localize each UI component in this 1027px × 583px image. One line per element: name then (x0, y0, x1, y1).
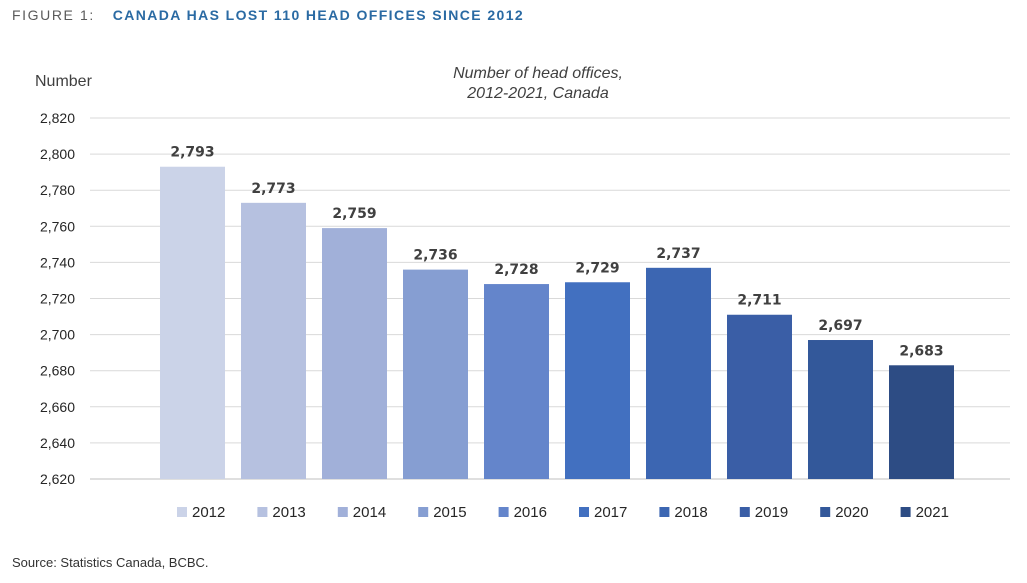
source-note: Source: Statistics Canada, BCBC. (12, 555, 209, 570)
legend-label: 2015 (433, 504, 466, 521)
legend-swatch (820, 507, 831, 517)
data-label: 2,773 (251, 181, 295, 197)
y-tick-label: 2,680 (40, 363, 75, 379)
data-labels: 2,793 2,773 2,759 2,736 2,728 2,729 2,737 2,711… (170, 145, 943, 360)
legend-label: 2021 (916, 504, 949, 521)
legend-label: 2013 (272, 504, 305, 521)
bar-2020 (808, 340, 873, 479)
legend-swatch (337, 507, 348, 517)
legend-swatch (418, 507, 429, 517)
y-tick-label: 2,760 (40, 218, 75, 234)
bar-2021 (889, 365, 954, 479)
legend-label: 2018 (674, 504, 707, 521)
bars (160, 166, 954, 480)
legend: 2012 2013 2014 2015 2016 2017 2018 2019 2020 2021 (177, 504, 949, 521)
legend-label: 2017 (594, 504, 627, 521)
data-label: 2,683 (899, 343, 943, 359)
figure-label: FIGURE 1: (12, 7, 95, 23)
y-tick-label: 2,700 (40, 327, 75, 343)
y-tick-label: 2,660 (40, 399, 75, 415)
legend-swatch (900, 507, 911, 517)
legend-swatch (659, 507, 670, 517)
data-label: 2,728 (494, 262, 538, 278)
legend-swatch (739, 507, 750, 517)
legend-swatch (257, 507, 268, 517)
legend-label: 2016 (514, 504, 547, 521)
data-label: 2,736 (413, 248, 457, 264)
legend-swatch (177, 507, 187, 517)
chart-subtitle: 2012-2021, Canada (466, 85, 609, 102)
data-label: 2,737 (656, 246, 700, 262)
y-tick-label: 2,780 (40, 182, 75, 198)
y-tick-label: 2,640 (40, 435, 75, 451)
bar-2012 (160, 166, 225, 480)
data-label: 2,711 (737, 293, 781, 309)
y-tick-label: 2,820 (40, 110, 75, 126)
bar-2015 (403, 269, 468, 479)
y-axis-ticks: 2,620 2,640 2,660 2,680 2,700 2,720 2,740 2,760… (40, 110, 75, 487)
data-label: 2,793 (170, 145, 214, 161)
y-tick-label: 2,800 (40, 146, 75, 162)
bar-2018 (646, 267, 711, 479)
figure-title: CANADA HAS LOST 110 HEAD OFFICES SINCE 2… (112, 7, 525, 23)
legend-label: 2014 (353, 504, 386, 521)
legend-swatch (579, 507, 589, 517)
bar-2016 (484, 284, 549, 479)
y-axis-label: Number (35, 73, 93, 90)
bar-2017 (565, 282, 630, 479)
bar-2013 (241, 202, 306, 479)
y-tick-label: 2,620 (40, 471, 75, 487)
legend-label: 2019 (755, 504, 788, 521)
legend-label: 2012 (192, 504, 225, 521)
figure-header: FIGURE 1: CANADA HAS LOST 110 HEAD OFFIC… (12, 7, 524, 23)
chart-title: Number of head offices, (453, 65, 623, 82)
bar-2014 (322, 228, 387, 479)
data-label: 2,759 (332, 206, 376, 222)
legend-label: 2020 (835, 504, 868, 521)
y-tick-label: 2,740 (40, 254, 75, 270)
data-label: 2,729 (575, 260, 619, 276)
legend-swatch (498, 507, 509, 517)
data-label: 2,697 (818, 318, 862, 334)
bar-2019 (727, 314, 792, 479)
y-tick-label: 2,720 (40, 291, 75, 307)
